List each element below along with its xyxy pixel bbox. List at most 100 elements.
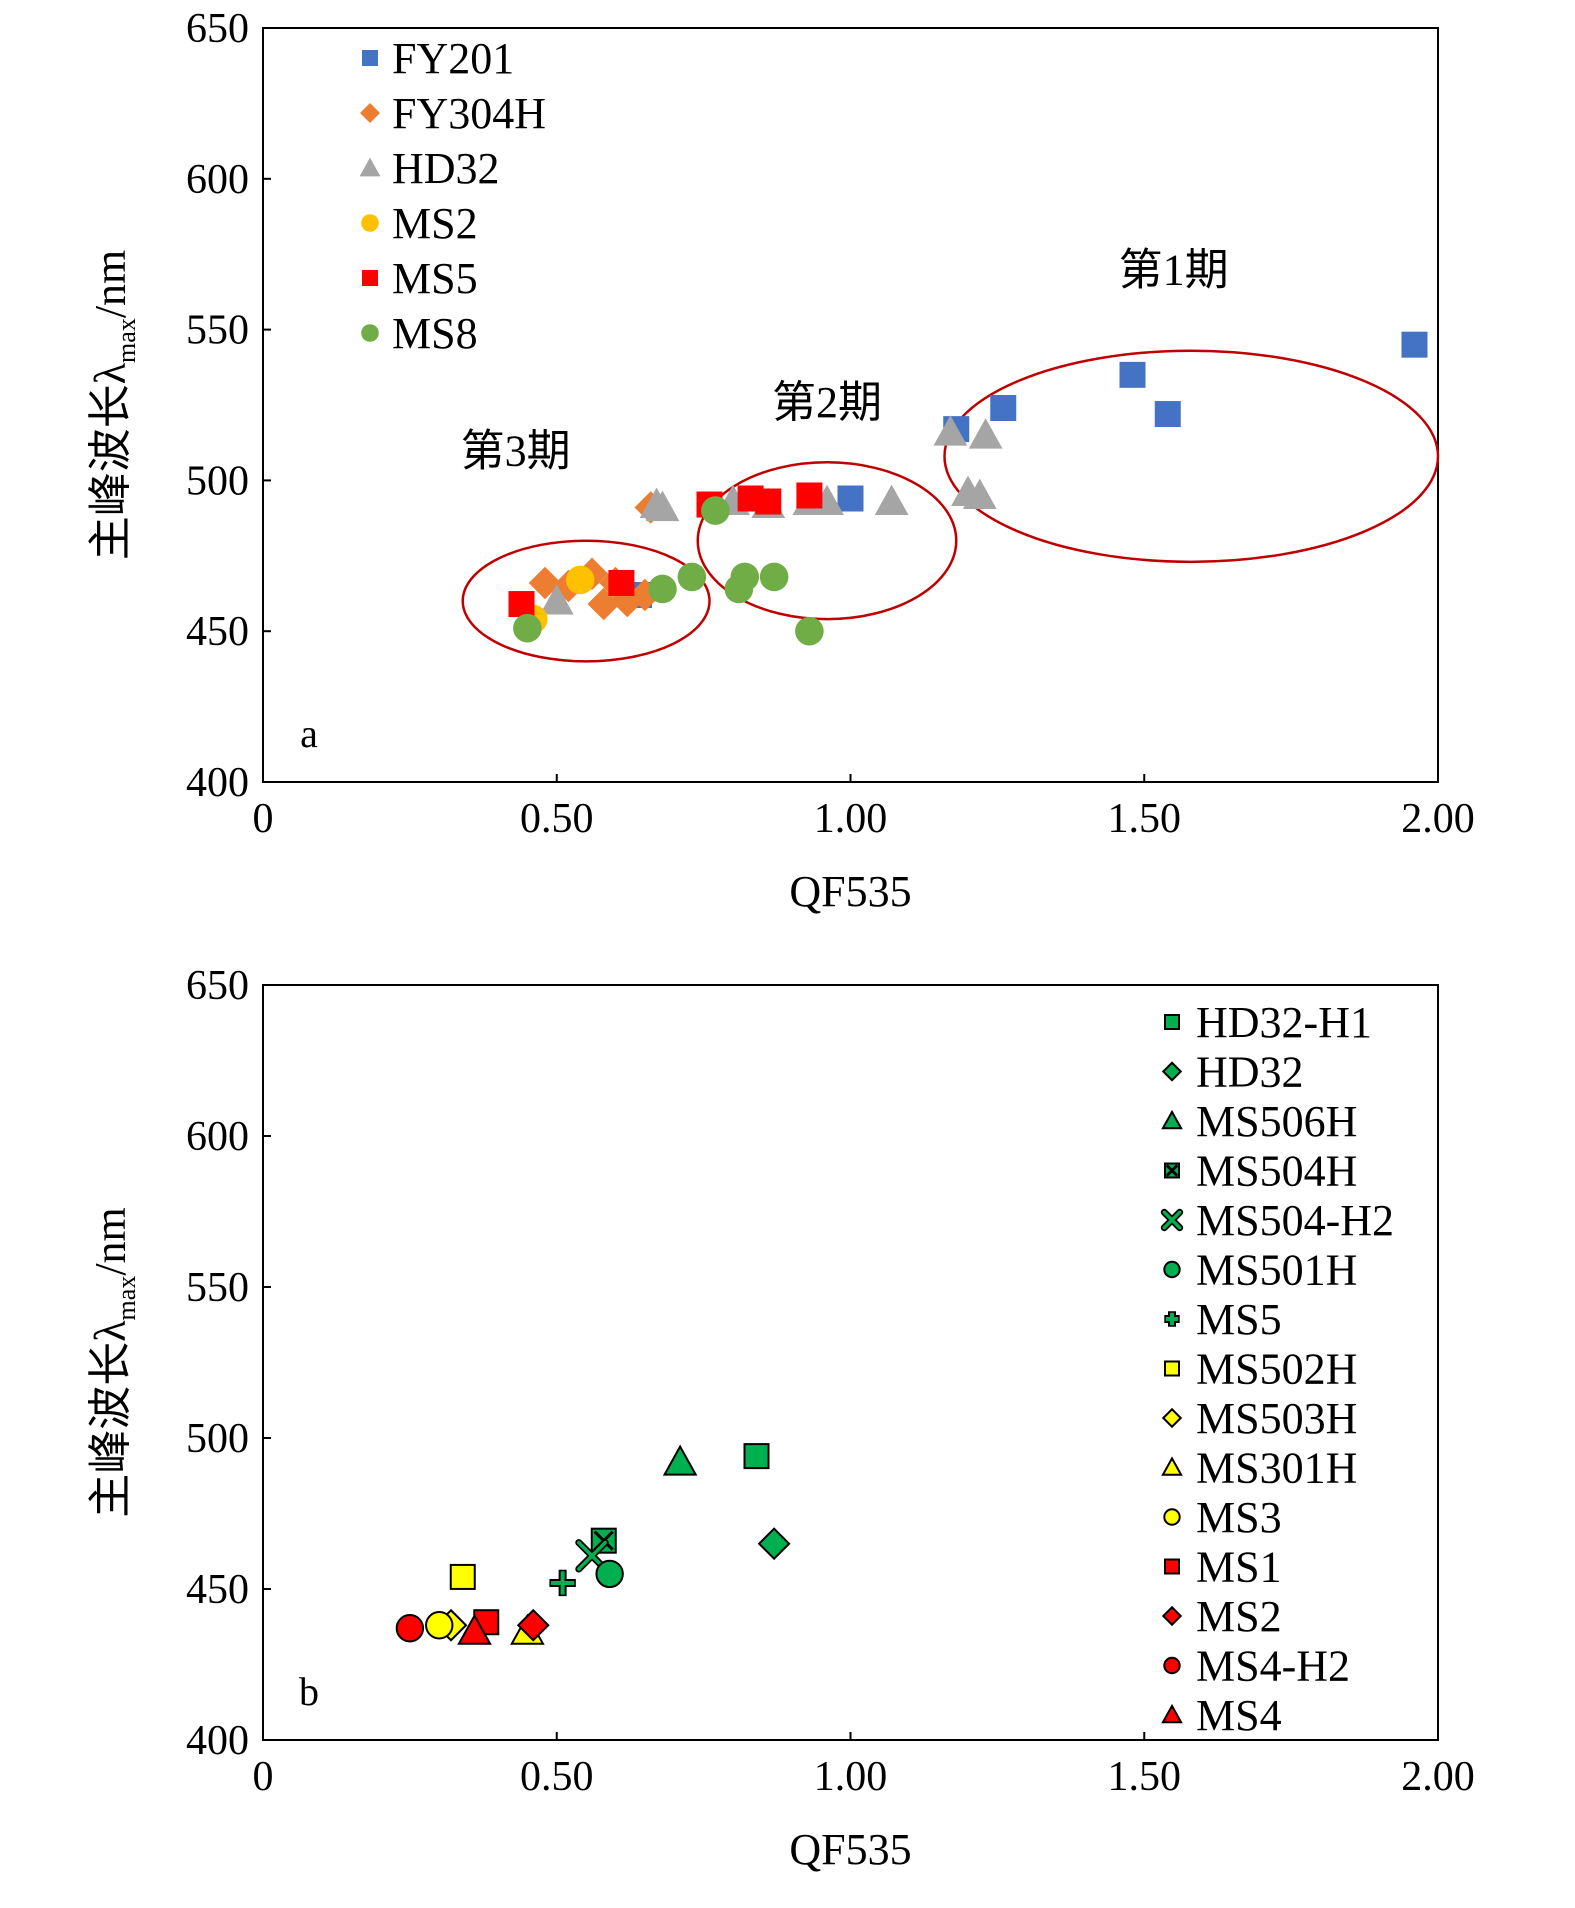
legend-marker <box>360 103 380 123</box>
x-tick-label: 1.00 <box>814 796 888 842</box>
data-point <box>449 1563 476 1590</box>
data-point <box>755 488 782 515</box>
data-point <box>743 1443 770 1470</box>
data-point <box>595 1559 624 1589</box>
y-tick-label: 650 <box>186 6 249 52</box>
period-ellipse <box>461 539 711 663</box>
legend-label: HD32-H1 <box>1196 998 1372 1047</box>
period-annotation: 第2期 <box>772 378 882 427</box>
y-tick-label: 550 <box>186 1265 249 1311</box>
legend-marker <box>1164 1014 1180 1030</box>
y-tick-label: 600 <box>186 1114 249 1160</box>
legend-label: MS506H <box>1196 1097 1357 1146</box>
legend-label: FY304H <box>392 89 546 138</box>
x-axis-title: QF535 <box>789 867 911 916</box>
data-point <box>1119 361 1146 388</box>
legend-label: HD32 <box>1196 1048 1304 1097</box>
data-point <box>1154 401 1181 428</box>
y-tick-label: 600 <box>186 157 249 203</box>
x-tick-label: 2.00 <box>1401 796 1475 842</box>
legend-label: MS504H <box>1196 1147 1357 1196</box>
x-tick-label: 0.50 <box>520 1754 594 1800</box>
data-point <box>608 569 635 596</box>
data-point <box>677 562 707 592</box>
chart-panel-a: 0 0.50 1.00 1.50 2.00 400 450 500 550 600 650 QF535… <box>86 6 1475 916</box>
legend-label: FY201 <box>392 34 514 83</box>
data-point <box>990 395 1017 422</box>
y-tick-label: 400 <box>186 760 249 806</box>
legend-marker <box>361 324 379 342</box>
data-point <box>837 485 864 512</box>
legend-label: MS3 <box>1196 1493 1282 1542</box>
y-tick-label: 450 <box>186 609 249 655</box>
x-axis-title: QF535 <box>789 1825 911 1874</box>
legend-label: MS503H <box>1196 1394 1357 1443</box>
data-point <box>757 1527 791 1561</box>
legend-marker <box>1163 1508 1181 1526</box>
legend-marker <box>1164 1311 1180 1327</box>
legend-marker <box>1161 1109 1183 1130</box>
legend-label: MS301H <box>1196 1444 1357 1493</box>
legend-marker <box>359 157 381 177</box>
period-annotation: 第1期 <box>1119 245 1229 294</box>
data-point <box>457 1613 492 1645</box>
y-tick-label: 450 <box>186 1567 249 1613</box>
x-tick-label: 1.00 <box>814 1754 888 1800</box>
legend-marker <box>1160 1208 1184 1232</box>
data-point <box>539 584 574 615</box>
x-tick-label: 1.50 <box>1108 1754 1182 1800</box>
data-point <box>795 616 824 646</box>
y-tick-label: 500 <box>186 1416 249 1462</box>
data-point <box>701 496 730 525</box>
legend-label: MS2 <box>392 199 478 248</box>
data-point <box>933 415 968 446</box>
legend-label: MS1 <box>1196 1543 1282 1592</box>
period-ellipse <box>943 349 1440 564</box>
y-tick-label: 400 <box>186 1718 249 1764</box>
legend-label: MS8 <box>392 309 478 358</box>
x-tick-label: 0.50 <box>520 796 594 842</box>
legend-label: HD32 <box>392 144 500 193</box>
legend-marker <box>361 214 379 232</box>
data-point <box>513 613 542 643</box>
legend-marker <box>362 270 378 286</box>
y-axis-title: 主峰波长λmax/nm <box>86 250 141 561</box>
panel-label: a <box>300 711 318 756</box>
data-point <box>565 565 595 595</box>
data-point <box>549 1569 576 1597</box>
x-tick-label: 1.50 <box>1108 796 1182 842</box>
data-point <box>508 591 535 618</box>
panel-label: b <box>299 1669 319 1714</box>
data-point <box>962 478 997 509</box>
legend-marker <box>1164 1162 1180 1179</box>
y-tick-label: 650 <box>186 963 249 1009</box>
data-point <box>730 562 760 592</box>
data-point <box>645 490 680 522</box>
legend-marker <box>1161 1605 1183 1627</box>
x-tick-label: 0 <box>253 1754 274 1800</box>
legend-marker <box>1164 1558 1180 1575</box>
y-axis-title: 主峰波长λmax/nm <box>86 1207 141 1518</box>
data-point <box>648 574 677 604</box>
data-point <box>516 1608 550 1642</box>
legend-label: MS5 <box>1196 1295 1282 1344</box>
y-tick-label: 550 <box>186 308 249 354</box>
legend-label: MS4 <box>1196 1691 1282 1740</box>
data-point <box>759 562 789 592</box>
legend-marker <box>1161 1456 1183 1476</box>
x-tick-label: 2.00 <box>1401 1754 1475 1800</box>
legend-marker <box>1163 1260 1181 1279</box>
chart-panel-b: 0 0.50 1.00 1.50 2.00 400 450 500 550 600 650 QF535… <box>86 963 1475 1874</box>
legend-label: MS501H <box>1196 1246 1357 1295</box>
legend-label: MS4-H2 <box>1196 1642 1350 1691</box>
legend-label: MS502H <box>1196 1345 1357 1394</box>
legend-marker <box>362 50 378 66</box>
period-ellipse <box>696 461 958 621</box>
data-point <box>425 1611 454 1640</box>
data-point <box>968 418 1003 449</box>
legend-label: MS5 <box>392 254 478 303</box>
legend-marker <box>1163 1656 1181 1675</box>
legend-marker <box>1161 1407 1183 1429</box>
data-point <box>874 484 909 516</box>
